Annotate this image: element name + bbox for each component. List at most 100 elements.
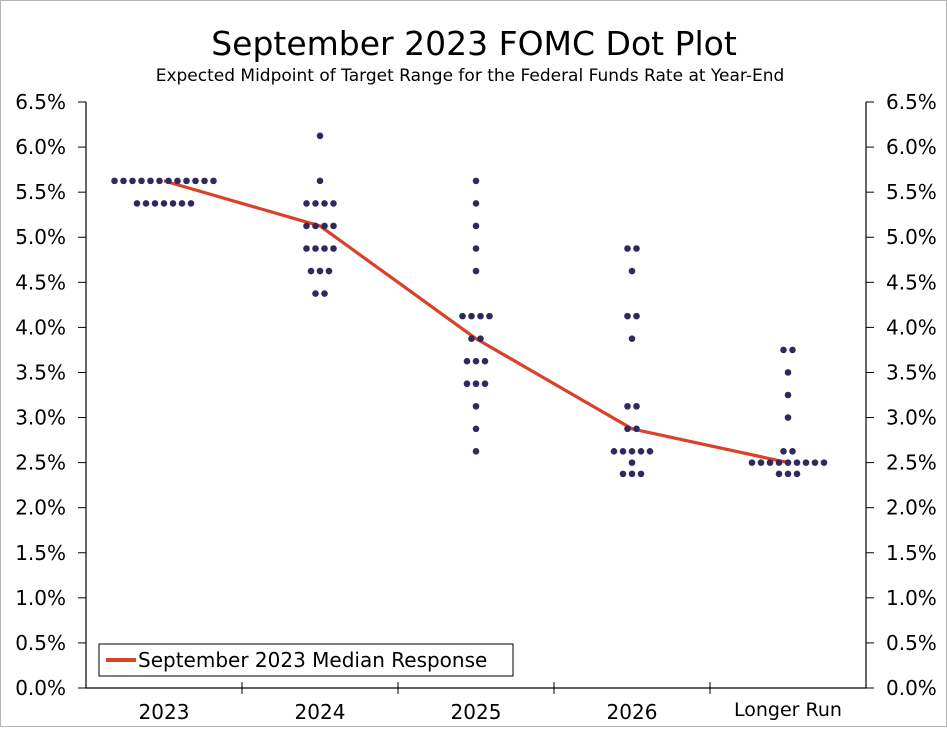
y-tick-label-left: 4.5%: [15, 270, 66, 294]
participant-dot: [303, 245, 310, 252]
chart-title: September 2023 FOMC Dot Plot: [211, 24, 737, 63]
y-tick-label-left: 5.5%: [15, 180, 66, 204]
participant-dot: [624, 402, 631, 410]
participant-dot: [303, 222, 310, 230]
axes: 0.0% 0.0% 0.5% 0.5% 1.0% 1.0% 1.5% 1.5% 2.0% 2.0%…: [15, 90, 937, 724]
y-tick-label-right: 5.5%: [886, 180, 937, 204]
participant-dot: [637, 470, 645, 478]
participant-dot: [330, 200, 337, 207]
participant-dot: [472, 448, 480, 455]
participant-dot: [646, 448, 654, 455]
participant-dot: [307, 267, 315, 275]
participant-dot: [802, 459, 810, 466]
y-tick-label-left: 6.5%: [15, 90, 66, 114]
y-tick-label-right: 3.0%: [886, 406, 937, 430]
participant-dot: [472, 402, 480, 410]
y-tick-label-right: 1.0%: [886, 586, 937, 610]
x-category-label: 2023: [139, 700, 190, 724]
participant-dot: [472, 222, 480, 230]
y-tick-label-right: 4.5%: [886, 270, 937, 294]
participant-dot: [129, 177, 136, 185]
participant-dot: [312, 245, 319, 252]
legend-box: [98, 643, 514, 677]
participant-dot: [477, 312, 484, 320]
participant-dot: [472, 380, 480, 388]
participant-dot: [165, 177, 172, 185]
participant-dot: [820, 459, 828, 466]
participant-dot: [156, 177, 163, 185]
participant-dot: [147, 177, 154, 185]
participant-dot: [793, 459, 801, 466]
participant-dot: [633, 312, 640, 320]
participant-dot: [789, 448, 796, 455]
y-tick-label-left: 3.5%: [15, 360, 66, 384]
participant-dot: [169, 200, 177, 207]
participant-dot: [775, 470, 783, 478]
y-tick-label-right: 0.5%: [886, 631, 937, 655]
participant-dot: [472, 200, 480, 207]
participant-dot: [637, 448, 645, 455]
x-category-label: 2024: [295, 700, 346, 724]
participant-dot: [303, 200, 310, 207]
y-tick-label-left: 1.5%: [15, 541, 66, 565]
participant-dot: [210, 177, 217, 185]
participant-dot: [192, 177, 199, 185]
y-tick-label-left: 4.0%: [15, 315, 66, 339]
participant-dot: [178, 200, 186, 207]
dots-layer: [111, 132, 828, 478]
y-tick-label-left: 2.5%: [15, 451, 66, 475]
participant-dot: [784, 369, 792, 376]
participant-dot: [463, 380, 471, 388]
y-tick-label-left: 6.0%: [15, 135, 66, 159]
participant-dot: [619, 448, 627, 455]
participant-dot: [789, 346, 796, 354]
participant-dot: [628, 459, 636, 466]
y-tick-label-right: 2.0%: [886, 496, 937, 520]
legend-median-label: September 2023 Median Response: [138, 648, 487, 672]
participant-dot: [784, 470, 792, 478]
participant-dot: [757, 459, 765, 466]
participant-dot: [133, 200, 141, 207]
participant-dot: [459, 312, 466, 320]
participant-dot: [174, 177, 181, 185]
participant-dot: [321, 245, 328, 252]
participant-dot: [321, 200, 328, 207]
participant-dot: [187, 200, 195, 207]
participant-dot: [472, 177, 480, 185]
median-line-layer: [163, 179, 789, 465]
legend: September 2023 Median Response: [98, 643, 514, 677]
participant-dot: [151, 200, 159, 207]
participant-dot: [811, 459, 819, 466]
participant-dot: [784, 459, 792, 466]
participant-dot: [748, 459, 756, 466]
participant-dot: [633, 425, 640, 433]
participant-dot: [780, 448, 787, 455]
participant-dot: [628, 335, 636, 342]
y-tick-label-right: 6.0%: [886, 135, 937, 159]
participant-dot: [624, 312, 631, 320]
participant-dot: [624, 245, 631, 252]
participant-dot: [316, 132, 324, 140]
participant-dot: [477, 335, 484, 342]
participant-dot: [628, 470, 636, 478]
participant-dot: [201, 177, 208, 185]
y-tick-label-right: 5.0%: [886, 225, 937, 249]
y-tick-label-right: 2.5%: [886, 451, 937, 475]
y-tick-label-right: 3.5%: [886, 360, 937, 384]
participant-dot: [628, 448, 636, 455]
participant-dot: [142, 200, 150, 207]
x-category-label: 2025: [451, 700, 502, 724]
participant-dot: [633, 245, 640, 252]
participant-dot: [610, 448, 618, 455]
participant-dot: [312, 222, 319, 230]
participant-dot: [138, 177, 145, 185]
y-tick-label-left: 1.0%: [15, 586, 66, 610]
y-tick-label-right: 0.0%: [886, 676, 937, 700]
participant-dot: [111, 177, 118, 185]
participant-dot: [160, 200, 168, 207]
participant-dot: [472, 267, 480, 275]
participant-dot: [325, 267, 333, 275]
participant-dot: [766, 459, 774, 466]
